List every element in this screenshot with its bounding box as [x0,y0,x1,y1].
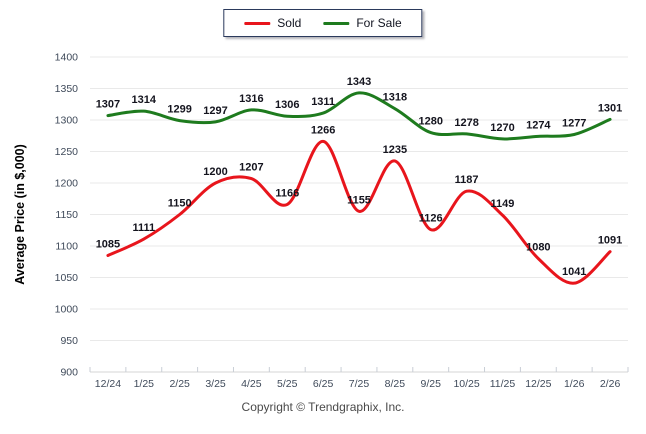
y-tick-label: 900 [60,367,78,379]
sold-data-label: 1166 [275,187,299,199]
legend-item-sold: Sold [244,16,301,30]
for-sale-data-label: 1311 [311,96,335,108]
for-sale-data-label: 1343 [347,76,371,88]
sold-line [106,139,612,285]
y-tick-label: 1100 [55,241,78,253]
for-sale-data-label: 1316 [239,93,263,105]
sold-data-label: 1085 [96,238,120,250]
sold-data-label: 1207 [239,162,263,174]
for-sale-data-label: 1277 [562,117,586,129]
legend-item-for-sale: For Sale [323,16,402,30]
for-sale-data-label: 1314 [132,94,157,106]
x-tick-label: 2/25 [169,378,190,390]
sold-data-label: 1235 [383,144,407,156]
for-sale-data-label: 1299 [167,104,191,116]
x-tick-label: 8/25 [385,378,406,390]
for-sale-line-swatch [323,21,350,25]
sold-data-label: 1155 [347,194,371,206]
sold-data-label: 1150 [168,198,192,210]
for-sale-line [106,91,612,141]
chart-legend: Sold For Sale [223,9,423,37]
x-tick-label: 9/25 [421,378,442,390]
x-tick-label: 5/25 [277,378,298,390]
x-tick-label: 6/25 [313,378,334,390]
sold-data-label: 1126 [419,213,443,225]
x-tick-label: 3/25 [205,378,226,390]
x-tick-label: 11/25 [490,378,516,390]
sold-data-label: 1041 [562,266,586,278]
legend-label-for-sale: For Sale [356,16,402,30]
y-tick-label: 1350 [55,83,79,95]
sold-data-label: 1266 [311,124,335,136]
y-tick-label: 1000 [55,304,79,316]
sold-data-label: 1187 [455,174,479,186]
x-tick-label: 7/25 [349,378,370,390]
y-tick-label: 1300 [55,115,79,127]
for-sale-data-label: 1297 [203,105,227,117]
y-tick-label: 950 [60,335,78,347]
sold-data-label: 1149 [491,198,515,210]
y-tick-label: 1050 [55,272,79,284]
x-tick-label: 4/25 [241,378,262,390]
for-sale-data-label: 1270 [490,122,514,134]
for-sale-data-label: 1307 [96,99,120,111]
sold-line-swatch [244,21,271,25]
y-tick-label: 1150 [55,209,78,221]
sold-data-label: 1091 [598,235,622,247]
y-tick-label: 1400 [55,52,79,64]
y-tick-label: 1250 [55,146,79,158]
x-tick-label: 1/26 [564,378,585,390]
x-tick-label: 1/25 [134,378,155,390]
for-sale-data-label: 1301 [598,102,622,114]
y-axis-title: Average Price (in $,000) [13,144,27,285]
x-tick-label: 12/24 [95,378,121,390]
x-tick-label: 12/25 [525,378,551,390]
sold-data-label: 1111 [132,222,155,234]
for-sale-data-label: 1318 [383,92,407,104]
y-tick-label: 1200 [55,178,79,190]
x-tick-label: 2/26 [600,378,621,390]
for-sale-data-label: 1280 [418,116,442,128]
for-sale-data-label: 1274 [526,119,551,131]
copyright-text: Copyright © Trendgraphix, Inc. [241,400,405,414]
for-sale-data-label: 1306 [275,99,299,111]
sold-data-label: 1080 [526,242,550,254]
legend-label-sold: Sold [277,16,302,30]
sold-data-label: 1200 [203,166,227,178]
for-sale-data-label: 1278 [454,117,478,129]
x-tick-label: 10/25 [453,378,479,390]
